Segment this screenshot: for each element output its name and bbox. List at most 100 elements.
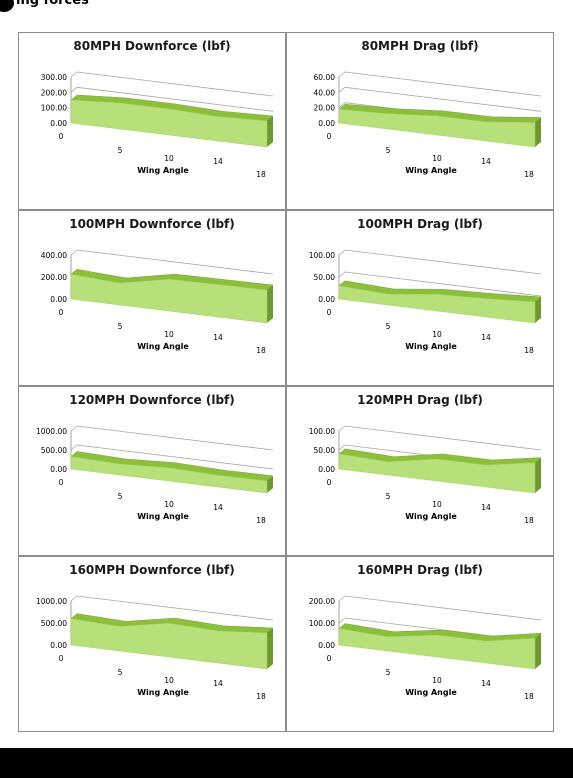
chart-title: 100MPH Downforce (lbf) [69, 217, 235, 231]
y-tick-label: 200.00 [41, 273, 67, 282]
chart-panel-160mph-downforce: 160MPH Downforce (lbf) 0.00 500.00 1000.00 0… [18, 556, 286, 732]
area-side-face [267, 115, 273, 147]
area-side-face [535, 117, 541, 147]
gridline [76, 249, 274, 275]
x-tick-label: 5 [118, 668, 123, 677]
bottom-bar [0, 748, 573, 778]
x-tick-label: 5 [386, 146, 391, 155]
area-side-face [267, 627, 273, 669]
chart-panel-120mph-downforce: 120MPH Downforce (lbf) 0.00 500.00 1000.00 0… [18, 386, 286, 556]
x-tick-label: 0 [59, 654, 64, 663]
chart-svg: 100MPH Drag (lbf) 0.00 50.00 100.00 0 5 10 14 18… [309, 217, 542, 355]
gridline-side [338, 87, 346, 93]
y-tick-label: 40.00 [314, 88, 336, 97]
area-side-face [535, 633, 541, 669]
x-tick-label: 0 [59, 132, 64, 141]
y-tick-label: 0.00 [50, 119, 67, 128]
area-front-face [70, 618, 268, 670]
x-tick-label: 14 [213, 503, 223, 512]
chart-panel-80mph-downforce: 80MPH Downforce (lbf) 0.00 100.00 200.00 300… [18, 32, 286, 210]
chart-svg: 80MPH Downforce (lbf) 0.00 100.00 200.00 300… [41, 39, 274, 179]
x-axis-label: Wing Angle [137, 166, 189, 175]
chart-panel-100mph-drag: 100MPH Drag (lbf) 0.00 50.00 100.00 0 5 10 14 18… [286, 210, 554, 386]
area-front-face [338, 285, 536, 324]
y-tick-label: 20.00 [314, 104, 336, 113]
chart-svg: 120MPH Downforce (lbf) 0.00 500.00 1000.00 0… [36, 393, 274, 525]
x-tick-label: 0 [59, 478, 64, 487]
y-tick-label: 0.00 [50, 641, 67, 650]
gridline [76, 425, 274, 451]
chart-title: 80MPH Drag (lbf) [361, 39, 478, 53]
x-axis-label: Wing Angle [405, 512, 457, 521]
x-tick-label: 0 [59, 308, 64, 317]
x-tick-label: 10 [432, 676, 442, 685]
y-tick-label: 100.00 [309, 619, 335, 628]
chart-title: 160MPH Downforce (lbf) [69, 563, 235, 577]
gridline [344, 71, 542, 97]
x-axis-label: Wing Angle [405, 166, 457, 175]
gridline-side [338, 249, 346, 256]
y-tick-label: 100.00 [309, 427, 335, 436]
area-side-face [535, 296, 541, 323]
x-tick-label: 10 [432, 330, 442, 339]
y-tick-label: 100.00 [41, 104, 67, 113]
chart-title: 120MPH Downforce (lbf) [69, 393, 235, 407]
x-tick-label: 18 [256, 346, 266, 355]
chart-title: 80MPH Downforce (lbf) [73, 39, 230, 53]
chart-svg: 120MPH Drag (lbf) 0.00 50.00 100.00 0 5 10 14 18… [309, 393, 542, 525]
chart-title: 160MPH Drag (lbf) [357, 563, 483, 577]
gridline [344, 249, 542, 275]
y-tick-label: 0.00 [50, 295, 67, 304]
y-tick-label: 200.00 [41, 88, 67, 97]
y-tick-label: 50.00 [314, 273, 336, 282]
y-tick-label: 0.00 [318, 641, 335, 650]
gridline [344, 595, 542, 621]
x-tick-label: 10 [164, 154, 174, 163]
x-tick-label: 0 [327, 132, 332, 141]
gridline [344, 425, 542, 451]
chart-svg: 160MPH Drag (lbf) 0.00 100.00 200.00 0 5 10 14 1… [309, 563, 542, 701]
x-tick-label: 18 [524, 170, 534, 179]
x-tick-label: 14 [481, 503, 491, 512]
gridline [76, 595, 274, 621]
gridline [344, 271, 542, 297]
chart-panel-100mph-downforce: 100MPH Downforce (lbf) 0.00 200.00 400.00 0 5… [18, 210, 286, 386]
x-tick-label: 0 [327, 308, 332, 317]
chart-svg: 100MPH Downforce (lbf) 0.00 200.00 400.00 0 5… [41, 217, 274, 355]
x-axis-label: Wing Angle [137, 512, 189, 521]
chart-title: 100MPH Drag (lbf) [357, 217, 483, 231]
y-tick-label: 500.00 [41, 446, 67, 455]
chart-panel-120mph-drag: 120MPH Drag (lbf) 0.00 50.00 100.00 0 5 10 14 18… [286, 386, 554, 556]
gridline [76, 444, 274, 470]
y-tick-label: 500.00 [41, 619, 67, 628]
x-tick-label: 10 [164, 676, 174, 685]
area-front-face [70, 99, 268, 148]
gridline-side [338, 71, 346, 78]
x-tick-label: 14 [481, 157, 491, 166]
chart-panel-160mph-drag: 160MPH Drag (lbf) 0.00 100.00 200.00 0 5 10 14 1… [286, 556, 554, 732]
chart-svg: 160MPH Downforce (lbf) 0.00 500.00 1000.00 0… [36, 563, 274, 701]
y-tick-label: 100.00 [309, 251, 335, 260]
gridline-side [70, 444, 78, 451]
x-tick-label: 5 [118, 146, 123, 155]
x-tick-label: 5 [118, 322, 123, 331]
area-front-face [70, 273, 268, 324]
gridline-side [338, 102, 346, 108]
area-front-face [70, 456, 268, 494]
x-tick-label: 5 [386, 668, 391, 677]
y-tick-label: 300.00 [41, 73, 67, 82]
page-header: ing forces [0, 0, 573, 12]
area-front-face [338, 628, 536, 670]
x-axis-label: Wing Angle [137, 342, 189, 351]
x-tick-label: 14 [481, 679, 491, 688]
x-tick-label: 0 [327, 654, 332, 663]
gridline-side [70, 71, 78, 78]
y-tick-label: 1000.00 [36, 597, 67, 606]
x-tick-label: 18 [524, 346, 534, 355]
x-axis-label: Wing Angle [405, 688, 457, 697]
y-tick-label: 0.00 [50, 465, 67, 474]
bullet-icon [0, 0, 14, 12]
x-tick-label: 5 [386, 492, 391, 501]
page-title: ing forces [16, 0, 89, 8]
chart-svg: 80MPH Drag (lbf) 0.00 20.00 40.00 60.00 0 5 10 1… [314, 39, 542, 179]
